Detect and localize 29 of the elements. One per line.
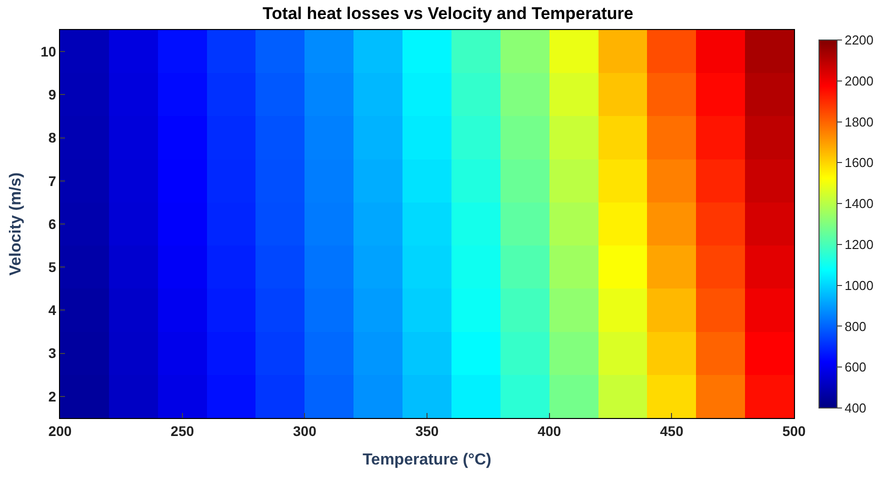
x-tick-label: 350 [415, 422, 439, 439]
color-bar-label: 1600 [844, 155, 874, 170]
y-tick-label: 10 [40, 43, 56, 60]
color-bar-label: 1800 [844, 114, 874, 130]
x-tick-label: 250 [170, 422, 194, 439]
y-tick-label: 4 [48, 302, 56, 318]
x-axis-title: Temperature (°C) [362, 452, 492, 468]
x-tick-label: 450 [660, 422, 684, 439]
y-tick-label: 7 [48, 172, 56, 189]
color-bar-label: 1400 [844, 196, 874, 212]
color-bar-label: 600 [844, 360, 866, 375]
x-tick-label: 200 [48, 422, 72, 439]
x-tick-label: 300 [292, 422, 317, 439]
color-bar-label: 1000 [844, 278, 874, 293]
y-tick-label: 9 [48, 86, 56, 103]
y-tick-label: 8 [48, 130, 56, 146]
y-tick-label: 2 [48, 388, 56, 404]
y-tick-label: 6 [48, 216, 56, 232]
color-bar-label: 800 [844, 318, 866, 334]
y-tick-label: 5 [48, 259, 56, 276]
x-tick-label: 500 [782, 422, 806, 439]
color-bar-label: 2000 [844, 73, 874, 88]
y-tick-label: 3 [48, 345, 56, 362]
color-bar-label: 2200 [844, 32, 874, 48]
chart-title: Total heat losses vs Velocity and Temperature [262, 4, 634, 24]
x-tick-label: 400 [538, 422, 562, 439]
y-axis-title: Velocity (m/s) [8, 172, 25, 276]
color-bar-label: 400 [844, 400, 866, 416]
color-bar-label: 1200 [844, 236, 874, 252]
